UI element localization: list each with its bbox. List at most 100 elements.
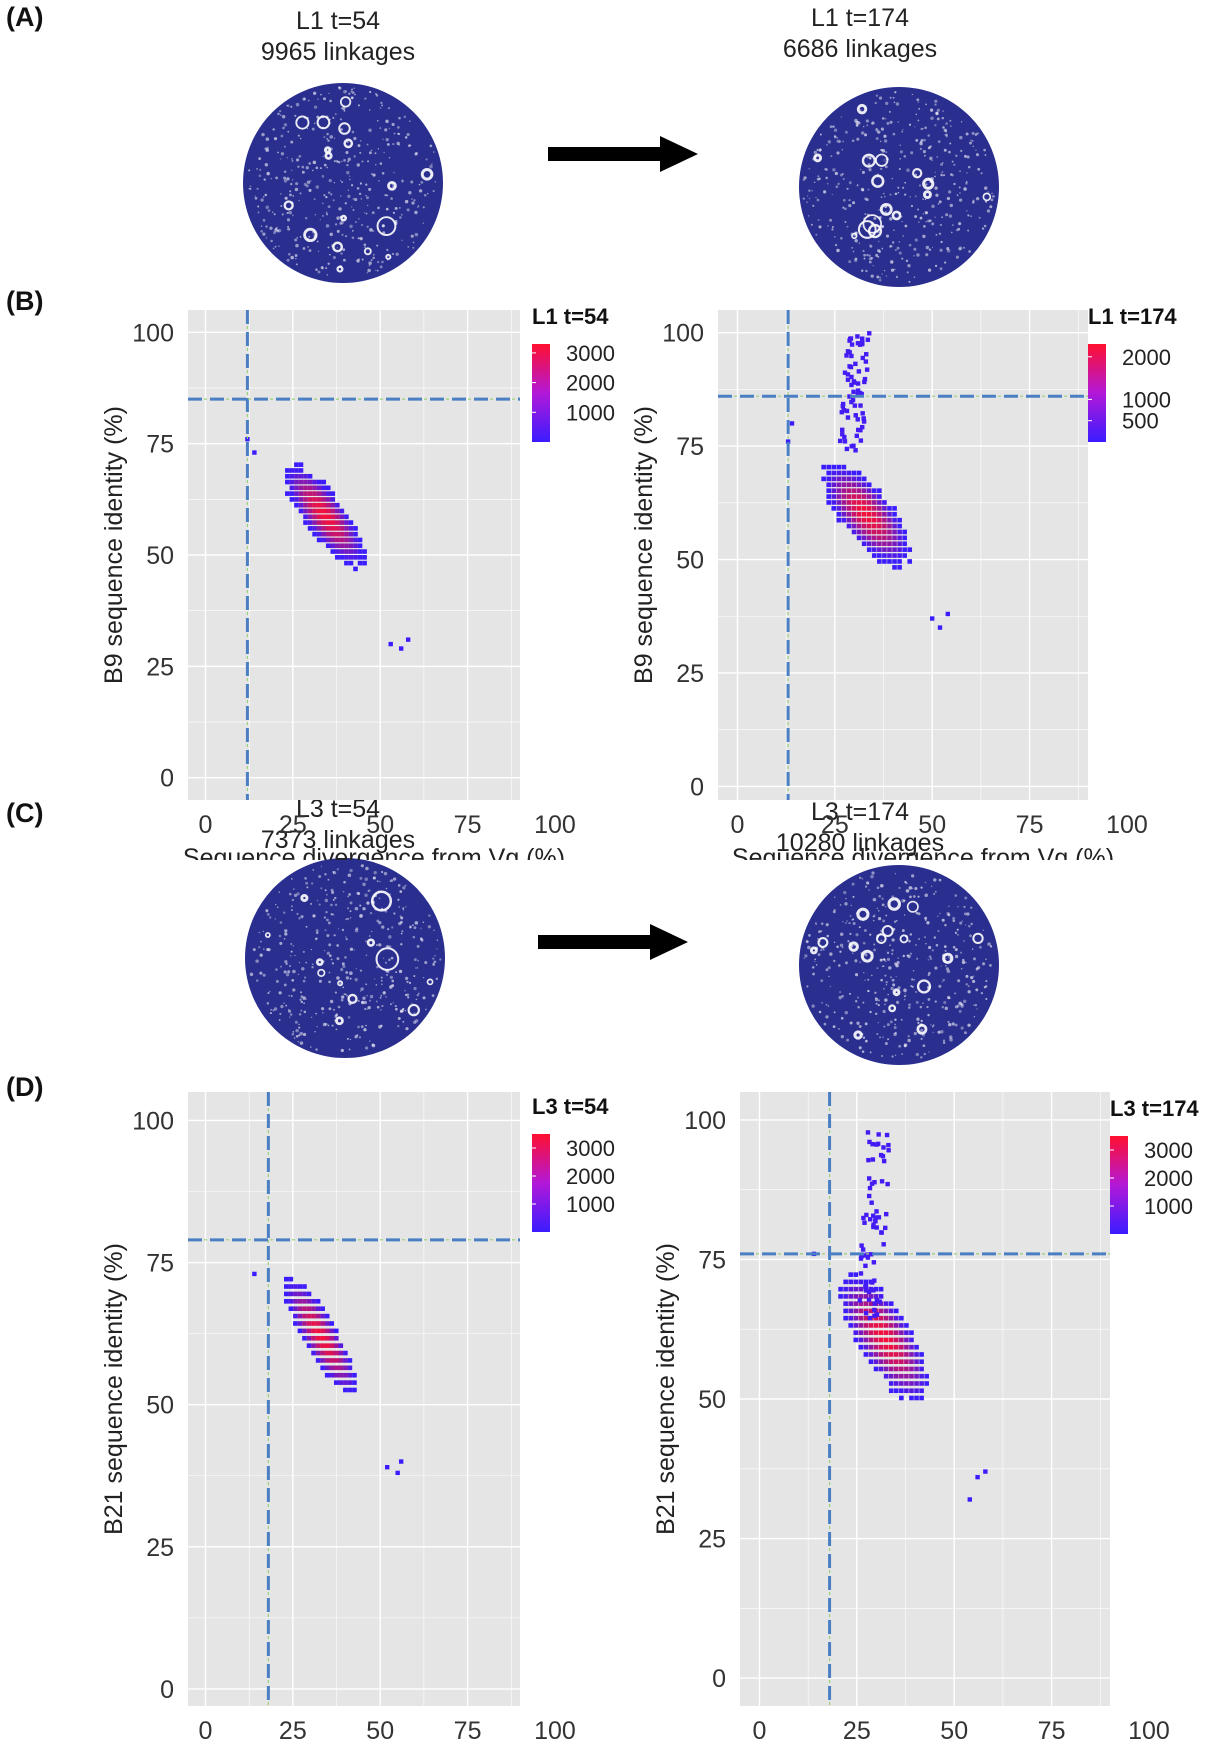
outlier-point: [789, 421, 795, 426]
network-disc-l3-t54: [245, 858, 445, 1058]
legend-tick-label: 1000: [566, 1192, 615, 1217]
density-cloud: [252, 1271, 404, 1476]
outlier-point: [398, 646, 404, 651]
y-tick-label: 25: [698, 1526, 726, 1554]
network-title-line2: 6686 linkages: [782, 35, 938, 63]
arrow-right-icon: [538, 924, 688, 960]
legend-tick-label: 3000: [1144, 1138, 1193, 1163]
x-tick-label: 50: [940, 1717, 968, 1742]
legend-title: L3 t=174: [1110, 1096, 1199, 1121]
y-tick-label: 50: [676, 547, 704, 575]
legend-tick-label: 2000: [1144, 1166, 1193, 1191]
x-tick-label: 50: [366, 1717, 394, 1742]
legend-tick-label: 2000: [566, 371, 615, 396]
y-tick-label: 75: [676, 433, 704, 461]
y-tick-label: 50: [698, 1386, 726, 1414]
y-tick-label: 75: [698, 1246, 726, 1274]
network-disc-l1-t54: [243, 83, 443, 283]
y-tick-label: 75: [146, 1250, 174, 1278]
outlier-point: [405, 637, 411, 642]
legend-title: L1 t=54: [532, 304, 609, 329]
legend-tick-label: 500: [1122, 409, 1159, 434]
network-title-line1: L3 t=174: [810, 798, 909, 826]
panel-label-d: (D): [6, 1072, 44, 1102]
x-tick-label: 100: [1106, 811, 1148, 839]
legend-color-bar: [1110, 1136, 1128, 1234]
y-tick-label: 100: [132, 1107, 174, 1135]
y-tick-label: 100: [662, 320, 704, 348]
outlier-point: [937, 625, 943, 630]
panel-label-c: (C): [6, 798, 44, 828]
arrow-right-icon: [548, 136, 698, 172]
x-tick-label: 0: [731, 811, 745, 839]
density-cloud: [811, 1130, 988, 1502]
reference-lines: [188, 310, 520, 800]
outlier-point: [252, 450, 257, 455]
panel-label-b: (B): [6, 286, 44, 316]
legend-tick-label: 2000: [566, 1164, 615, 1189]
x-tick-label: 100: [534, 811, 576, 839]
outlier-point: [385, 1465, 390, 1470]
y-tick-label: 50: [146, 1392, 174, 1420]
y-tick-label: 100: [132, 319, 174, 347]
outlier-point: [785, 439, 791, 444]
x-tick-label: 0: [753, 1717, 767, 1742]
y-tick-label: 0: [160, 1676, 174, 1704]
outlier-point: [388, 641, 393, 647]
legend-title: L3 t=54: [532, 1094, 609, 1119]
gridlines: [188, 1092, 520, 1706]
x-tick-label: 0: [199, 811, 213, 839]
y-tick-label: 25: [676, 660, 704, 688]
x-tick-label: 25: [279, 811, 307, 839]
x-tick-label: 50: [918, 811, 946, 839]
y-axis-label: B9 sequence identity (%): [100, 406, 128, 684]
y-axis-label: B21 sequence identity (%): [652, 1243, 680, 1535]
legend-title: L1 t=174: [1088, 304, 1177, 329]
legend-color-bar: [532, 1134, 550, 1232]
gridlines: [188, 310, 520, 800]
gridlines: [740, 1092, 1110, 1706]
network-title-line2: 7373 linkages: [260, 826, 416, 854]
y-tick-label: 25: [146, 653, 174, 681]
x-tick-label: 75: [1038, 1717, 1066, 1742]
legend-tick-label: 2000: [1122, 345, 1171, 370]
y-tick-label: 25: [146, 1534, 174, 1562]
network-title-line1: L1 t=54: [295, 7, 381, 35]
plot-panel: [188, 1092, 520, 1706]
outlier-point: [252, 1271, 257, 1277]
x-tick-label: 75: [454, 811, 482, 839]
outlier-point: [930, 616, 935, 621]
y-tick-label: 0: [690, 773, 704, 801]
y-axis-label: B9 sequence identity (%): [630, 406, 658, 684]
outlier-point: [967, 1497, 972, 1502]
legend-color-bar: [532, 344, 550, 442]
reference-lines: [188, 1092, 520, 1706]
outlier-point: [975, 1474, 980, 1480]
x-tick-label: 100: [1128, 1717, 1170, 1742]
network-title-l1-t174: L1 t=174 6686 linkages: [700, 3, 1020, 65]
legend-color-bar: [1088, 344, 1106, 442]
legend-tick-label: 3000: [566, 341, 615, 366]
x-tick-label: 0: [199, 1717, 213, 1742]
outlier-point: [245, 436, 250, 442]
y-tick-label: 0: [160, 765, 174, 793]
outlier-point: [945, 611, 950, 617]
network-disc-l3-t174: [799, 865, 999, 1065]
legend-tick-label: 1000: [1122, 387, 1171, 412]
network-title-l1-t54: L1 t=54 9965 linkages: [178, 6, 498, 68]
y-tick-label: 75: [146, 431, 174, 459]
x-tick-label: 50: [366, 811, 394, 839]
network-title-line2: 10280 linkages: [775, 829, 945, 857]
outlier-point: [395, 1470, 400, 1476]
x-tick-label: 25: [843, 1717, 871, 1742]
x-tick-label: 25: [821, 811, 849, 839]
x-tick-label: 75: [454, 1717, 482, 1742]
x-tick-label: 75: [1016, 811, 1044, 839]
network-title-line1: L1 t=174: [810, 4, 909, 32]
network-disc-l1-t174: [799, 87, 999, 287]
y-tick-label: 0: [712, 1665, 726, 1693]
